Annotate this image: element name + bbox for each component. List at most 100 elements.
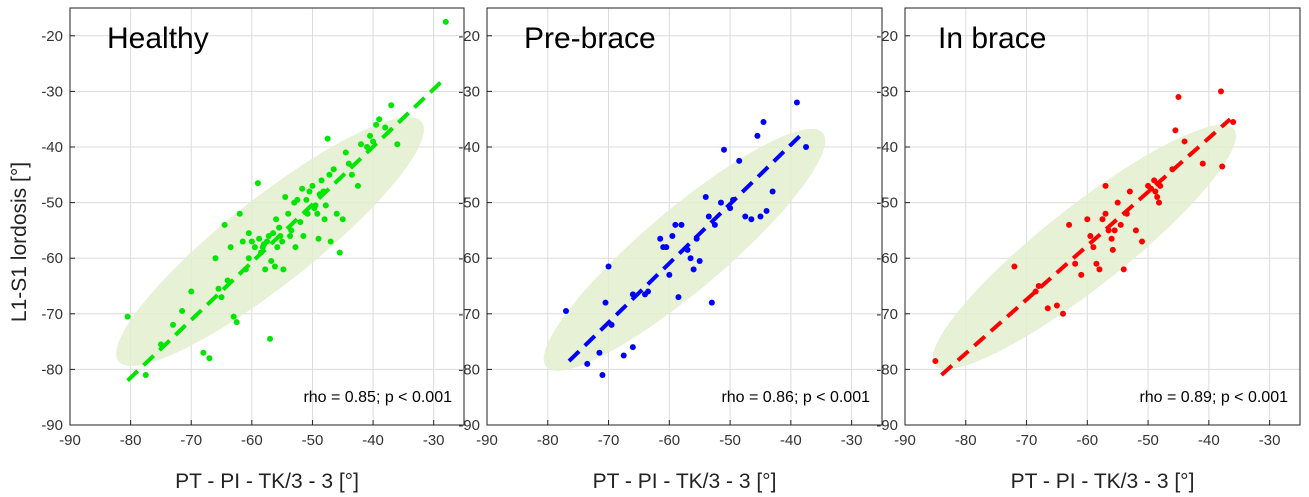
data-point <box>1148 185 1155 192</box>
y-tick-label: -30 <box>41 83 63 100</box>
data-point <box>264 238 270 245</box>
data-point <box>367 132 374 139</box>
data-point <box>1087 232 1094 239</box>
x-tick-label: -30 <box>423 432 445 449</box>
axes-frame <box>904 7 1301 426</box>
y-tick-label: -20 <box>458 28 480 45</box>
data-point <box>326 171 333 178</box>
data-point <box>124 313 131 320</box>
x-tick-label: -90 <box>476 432 498 449</box>
data-point <box>721 146 727 153</box>
y-tick-label: -50 <box>41 195 63 212</box>
data-point <box>717 199 724 206</box>
data-point <box>188 288 195 295</box>
x-tick-label: -70 <box>1016 432 1038 449</box>
y-tick-label: -50 <box>876 195 898 212</box>
x-tick-label: -50 <box>1137 432 1159 449</box>
data-point <box>599 371 606 378</box>
data-point <box>321 216 328 223</box>
data-point <box>265 232 272 239</box>
data-point <box>702 194 709 201</box>
data-point <box>629 344 636 351</box>
data-point <box>1072 260 1079 267</box>
data-point <box>1114 199 1121 206</box>
data-point <box>1117 221 1124 228</box>
axes-frame <box>486 7 883 426</box>
x-tick-label: -50 <box>302 432 324 449</box>
correlation-annotation: rho = 0.86; p < 0.001 <box>721 389 870 406</box>
data-point <box>297 219 304 226</box>
data-point <box>596 349 603 356</box>
data-point <box>373 121 380 128</box>
y-tick-label: -70 <box>876 306 898 323</box>
data-point <box>760 118 767 125</box>
data-point <box>932 358 939 365</box>
data-point <box>563 308 569 315</box>
y-tick-label: -90 <box>876 417 898 434</box>
data-point <box>1066 221 1073 228</box>
data-point <box>221 221 228 228</box>
x-tick-label: -30 <box>1259 432 1281 449</box>
confidence-ellipse <box>116 117 424 366</box>
data-point <box>292 244 299 251</box>
x-axis-label: PT - PI - TK/3 - 3 [°] <box>1011 470 1195 493</box>
x-tick-label: -90 <box>59 432 81 449</box>
data-point <box>179 308 186 315</box>
data-point <box>678 221 685 228</box>
data-point <box>675 294 682 301</box>
y-axis-label: L1-S1 lordosis [°] <box>8 162 31 322</box>
data-point <box>687 255 694 262</box>
data-point <box>256 235 263 242</box>
x-tick-label: -80 <box>955 432 977 449</box>
data-point <box>1102 182 1109 189</box>
data-point <box>672 221 679 228</box>
regression-line <box>940 117 1232 377</box>
panel-2: -90 -80 -70 -60 -50 -40 -30 -90 -80 -70 -60 -50 -40 -… <box>458 7 883 493</box>
data-point <box>245 255 252 262</box>
data-point <box>1093 260 1100 267</box>
data-point <box>239 238 246 245</box>
data-point <box>803 144 810 150</box>
data-point <box>315 235 322 242</box>
data-point <box>1060 310 1066 317</box>
panel-title: Pre-brace <box>524 22 656 55</box>
data-point <box>285 210 292 217</box>
panel-3: -90 -80 -70 -60 -50 -40 -30 -90 -80 -70 -60 -50 -40 -… <box>876 7 1301 493</box>
data-point <box>711 221 718 228</box>
data-point <box>793 99 800 106</box>
data-point <box>142 371 149 378</box>
data-point <box>268 257 275 264</box>
data-point <box>757 213 764 220</box>
data-point <box>584 360 591 367</box>
data-point <box>262 266 269 273</box>
data-point <box>245 230 252 237</box>
data-point <box>271 263 278 270</box>
data-point <box>327 238 334 245</box>
x-axis-label: PT - PI - TK/3 - 3 [°] <box>593 470 777 493</box>
data-point <box>442 18 449 25</box>
data-point <box>1154 194 1161 201</box>
data-point <box>1099 216 1106 223</box>
data-point <box>1108 235 1115 242</box>
data-point <box>1181 138 1188 145</box>
data-point <box>1053 302 1060 309</box>
data-point <box>1035 283 1042 289</box>
x-tick-label: -40 <box>362 432 384 449</box>
data-point <box>251 244 258 251</box>
y-tick-label: -20 <box>41 28 63 45</box>
y-tick-label: -90 <box>458 417 480 434</box>
data-point <box>1096 266 1103 273</box>
data-point <box>230 313 237 320</box>
data-point <box>330 166 337 173</box>
x-tick-label: -60 <box>1076 432 1098 449</box>
data-point <box>299 185 306 192</box>
data-point <box>336 249 343 256</box>
data-point <box>1102 210 1109 217</box>
data-point <box>663 244 670 251</box>
data-point <box>605 263 612 270</box>
x-tick-label: -60 <box>241 432 263 449</box>
data-point <box>690 266 697 273</box>
data-point <box>300 232 307 239</box>
data-point <box>1120 266 1127 273</box>
